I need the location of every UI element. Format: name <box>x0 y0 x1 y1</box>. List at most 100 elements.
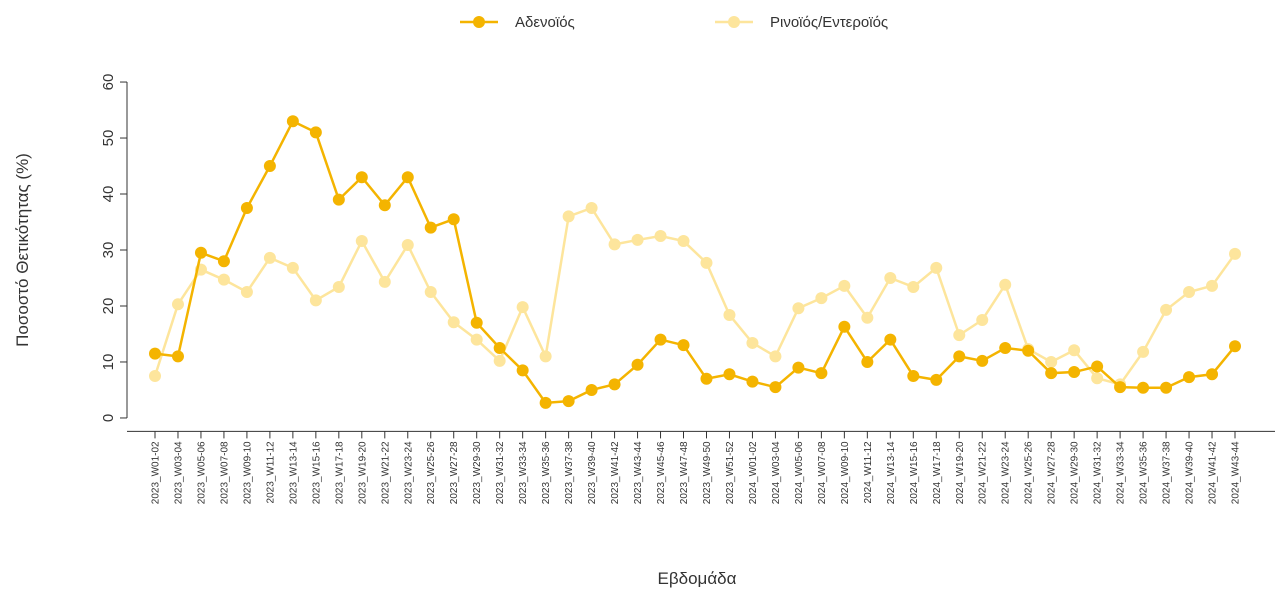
y-tick-label: 60 <box>100 74 117 91</box>
data-point <box>815 367 828 380</box>
x-tick-label: 2023_W13-14 <box>288 441 299 504</box>
data-point <box>677 235 690 248</box>
x-tick-label: 2023_W43-44 <box>633 441 644 504</box>
data-point <box>884 333 897 346</box>
x-tick-label: 2023_W39-40 <box>587 441 598 504</box>
data-point <box>401 171 414 184</box>
x-tick-label: 2024_W33-34 <box>1116 441 1127 504</box>
data-point <box>608 378 621 391</box>
data-point <box>378 199 391 212</box>
data-point <box>355 171 368 184</box>
x-tick-label: 2023_W19-20 <box>357 441 368 504</box>
data-point <box>1045 355 1058 368</box>
data-point <box>700 372 713 385</box>
data-point <box>930 261 943 274</box>
data-point <box>562 395 575 408</box>
x-tick-label: 2024_W03-04 <box>771 441 782 504</box>
data-point <box>1068 366 1081 379</box>
x-tick-label: 2023_W11-12 <box>265 441 276 504</box>
data-point <box>539 350 552 363</box>
x-axis-title: Εβδομάδα <box>658 569 737 588</box>
data-point <box>953 350 966 363</box>
legend-marker <box>728 16 740 28</box>
y-tick-label: 20 <box>100 298 117 315</box>
data-point <box>171 350 184 363</box>
data-point <box>930 373 943 386</box>
x-tick-label: 2024_W25-26 <box>1024 441 1035 504</box>
data-point <box>1183 371 1196 384</box>
data-point <box>240 285 253 298</box>
data-point <box>217 255 230 268</box>
data-point <box>884 271 897 284</box>
series-line <box>154 119 1236 405</box>
data-point <box>493 354 506 367</box>
data-point <box>562 210 575 223</box>
data-point <box>332 280 345 293</box>
data-point <box>149 347 161 360</box>
data-point <box>976 313 989 326</box>
x-tick-label: 2023_W45-46 <box>656 441 667 504</box>
data-point <box>1091 360 1104 373</box>
data-point <box>792 302 805 315</box>
data-point <box>861 311 874 324</box>
data-point <box>792 361 805 374</box>
x-tick-label: 2024_W23-24 <box>1001 441 1012 504</box>
data-point <box>1137 345 1150 358</box>
data-point <box>332 193 345 206</box>
data-point <box>401 238 414 251</box>
data-point <box>746 336 759 349</box>
x-tick-label: 2024_W39-40 <box>1185 441 1196 504</box>
data-point <box>1091 372 1104 385</box>
data-point <box>149 369 161 382</box>
data-point <box>631 358 644 371</box>
x-tick-label: 2023_W01-02 <box>151 441 162 504</box>
y-axis-title: Ποσοστό Θετικότητας (%) <box>13 153 32 347</box>
data-point <box>1137 381 1150 394</box>
x-tick-label: 2023_W03-04 <box>173 441 184 504</box>
x-tick-label: 2023_W23-24 <box>403 441 414 504</box>
x-tick-label: 2024_W27-28 <box>1047 441 1058 504</box>
y-tick-label: 30 <box>100 242 117 259</box>
data-point <box>838 320 851 333</box>
data-point <box>815 292 828 305</box>
y-tick-label: 0 <box>100 414 117 422</box>
x-tick-label: 2024_W09-10 <box>840 441 851 504</box>
data-point <box>263 160 276 173</box>
x-tick-label: 2024_W01-02 <box>748 441 759 504</box>
x-tick-label: 2023_W05-06 <box>196 441 207 504</box>
legend-label: Αδενοϊός <box>515 14 575 31</box>
x-tick-label: 2023_W47-48 <box>679 441 690 504</box>
data-point <box>1229 247 1241 260</box>
data-point <box>907 369 920 382</box>
data-point <box>1114 381 1127 394</box>
data-point <box>769 381 782 394</box>
x-tick-label: 2023_W51-52 <box>725 441 736 504</box>
x-tick-label: 2023_W41-42 <box>610 441 621 504</box>
data-point <box>953 329 966 342</box>
data-point <box>493 341 506 354</box>
x-tick-label: 2023_W27-28 <box>449 441 460 504</box>
data-point <box>263 251 276 264</box>
y-tick-label: 10 <box>100 354 117 371</box>
data-point <box>585 383 598 396</box>
data-point <box>677 339 690 352</box>
data-point <box>723 368 736 381</box>
x-tick-label: 2024_W07-08 <box>817 441 828 504</box>
x-tick-label: 2023_W15-16 <box>311 441 322 504</box>
data-point <box>838 279 851 292</box>
data-point <box>309 294 322 307</box>
data-point <box>171 298 184 311</box>
x-tick-label: 2024_W15-16 <box>909 441 920 504</box>
data-point <box>194 246 207 259</box>
data-point <box>1160 303 1173 316</box>
data-point <box>286 115 299 128</box>
data-point <box>608 238 621 251</box>
x-tick-label: 2023_W09-10 <box>242 441 253 504</box>
data-point <box>631 233 644 246</box>
data-point <box>1045 367 1058 380</box>
data-point <box>723 308 736 321</box>
x-tick-label: 2024_W21-22 <box>978 441 989 504</box>
data-point <box>240 202 253 215</box>
x-tick-label: 2024_W31-32 <box>1093 441 1104 504</box>
